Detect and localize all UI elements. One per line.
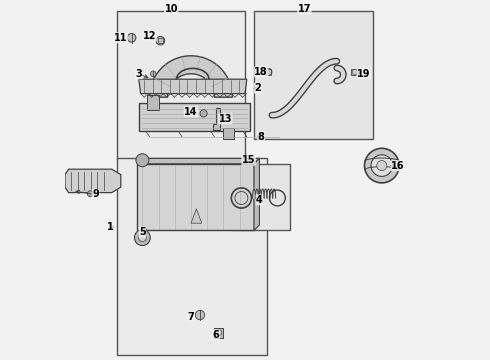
Circle shape: [377, 161, 387, 171]
Bar: [117, 11, 245, 160]
Text: 5: 5: [139, 227, 146, 237]
Text: 11: 11: [114, 33, 127, 43]
Circle shape: [139, 234, 147, 242]
Text: 14: 14: [184, 107, 198, 117]
Circle shape: [265, 68, 272, 76]
Text: 17: 17: [297, 4, 311, 14]
Polygon shape: [137, 158, 259, 164]
Polygon shape: [137, 164, 254, 230]
Polygon shape: [254, 158, 259, 230]
Circle shape: [136, 154, 149, 167]
Polygon shape: [213, 108, 220, 130]
Circle shape: [371, 155, 392, 176]
Circle shape: [150, 71, 156, 77]
Circle shape: [134, 230, 150, 246]
Bar: [266, 69, 271, 75]
Polygon shape: [191, 209, 202, 223]
Bar: [215, 328, 223, 338]
Text: 13: 13: [219, 114, 232, 124]
Bar: [351, 69, 358, 75]
Polygon shape: [139, 103, 250, 131]
Circle shape: [216, 330, 222, 336]
Bar: [158, 38, 163, 43]
Bar: [223, 128, 234, 139]
Circle shape: [200, 110, 207, 117]
Circle shape: [365, 148, 399, 183]
Text: 9: 9: [92, 189, 99, 199]
Polygon shape: [149, 56, 232, 97]
Text: 16: 16: [391, 161, 405, 171]
Text: 4: 4: [256, 195, 263, 205]
Text: 2: 2: [254, 83, 261, 93]
Circle shape: [352, 69, 357, 75]
Bar: [117, 158, 267, 355]
Text: 12: 12: [143, 31, 156, 41]
Text: 7: 7: [188, 312, 195, 322]
Circle shape: [127, 33, 136, 42]
Text: 3: 3: [135, 69, 142, 79]
Text: 19: 19: [357, 69, 370, 79]
Text: 6: 6: [213, 330, 220, 340]
Polygon shape: [65, 169, 121, 193]
Bar: [254, 11, 373, 139]
Circle shape: [156, 36, 165, 45]
Text: 1: 1: [107, 222, 113, 232]
Bar: [231, 164, 290, 230]
Circle shape: [196, 310, 205, 320]
Polygon shape: [139, 79, 247, 94]
Text: 18: 18: [254, 67, 268, 77]
Bar: [147, 95, 159, 110]
Text: 15: 15: [242, 155, 255, 165]
Text: 8: 8: [258, 132, 265, 142]
Polygon shape: [252, 189, 255, 198]
Text: 10: 10: [165, 4, 178, 14]
Circle shape: [87, 191, 93, 197]
